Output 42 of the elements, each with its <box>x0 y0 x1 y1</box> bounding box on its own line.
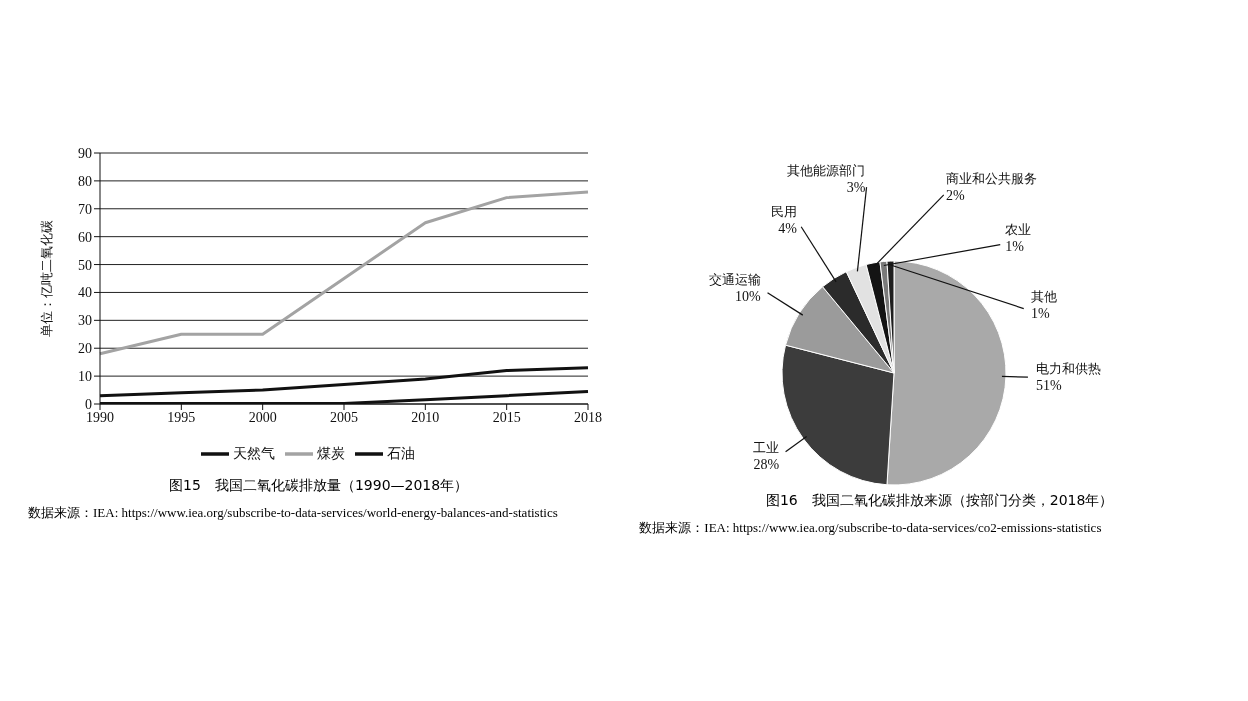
legend-label: 煤炭 <box>317 445 345 461</box>
y-tick-label: 0 <box>85 396 92 412</box>
x-tick-label: 2015 <box>492 409 521 425</box>
line-series <box>98 190 590 356</box>
y-tick-label: 80 <box>78 173 92 189</box>
slice-label: 民用 <box>771 204 798 219</box>
source-note: 数据来源：IEA: https://www.iea.org/subscribe-to-data-services/co2-emissions-statistics <box>639 519 1103 537</box>
data-label: 3% <box>847 180 867 196</box>
data-label: 2% <box>946 188 966 204</box>
y-tick-label: 20 <box>78 341 92 357</box>
y-axis-title: 单位：亿吨二氧化碳 <box>38 220 54 337</box>
data-label: 1% <box>1005 239 1025 255</box>
y-tick-label: 70 <box>78 201 92 217</box>
x-tick-label: 2000 <box>248 409 277 425</box>
slice-label: 农业 <box>1005 222 1032 238</box>
data-label: 1% <box>1031 306 1051 322</box>
x-tick-label: 2010 <box>411 409 440 425</box>
y-tick-label: 30 <box>78 313 92 329</box>
x-tick-label: 1990 <box>86 409 114 425</box>
slice-label: 电力和供热 <box>1036 361 1102 377</box>
data-label: 51% <box>1036 378 1063 394</box>
slice-label: 交通运输 <box>709 272 762 288</box>
source-note: 数据来源：IEA: https://www.iea.org/subscribe-to-data-services/world-energy-balances-and-statistics <box>28 504 559 522</box>
slice-label: 工业 <box>753 440 780 456</box>
data-label: 10% <box>735 289 762 305</box>
y-tick-label: 50 <box>78 257 92 273</box>
x-tick-label: 2005 <box>330 409 358 425</box>
y-tick-label: 60 <box>78 229 92 245</box>
text: 图15 我国二氧化碳排放量（1990—2018年） <box>168 477 470 495</box>
slice-label: 其他能源部门 <box>787 163 866 179</box>
y-tick-label: 40 <box>78 285 92 301</box>
x-tick-label: 1995 <box>167 409 196 425</box>
y-tick-label: 10 <box>78 369 92 385</box>
y-tick-label: 90 <box>78 145 92 161</box>
x-tick-label: 2018 <box>574 409 602 425</box>
legend-label: 石油 <box>387 445 415 461</box>
slice-label: 其他 <box>1031 289 1058 305</box>
data-label: 4% <box>778 221 798 236</box>
text: 图16 我国二氧化碳排放来源（按部门分类，2018年） <box>764 492 1115 510</box>
data-label: 28% <box>753 457 780 473</box>
legend-label: 天然气 <box>233 445 275 461</box>
slice-label: 商业和公共服务 <box>946 171 1038 187</box>
